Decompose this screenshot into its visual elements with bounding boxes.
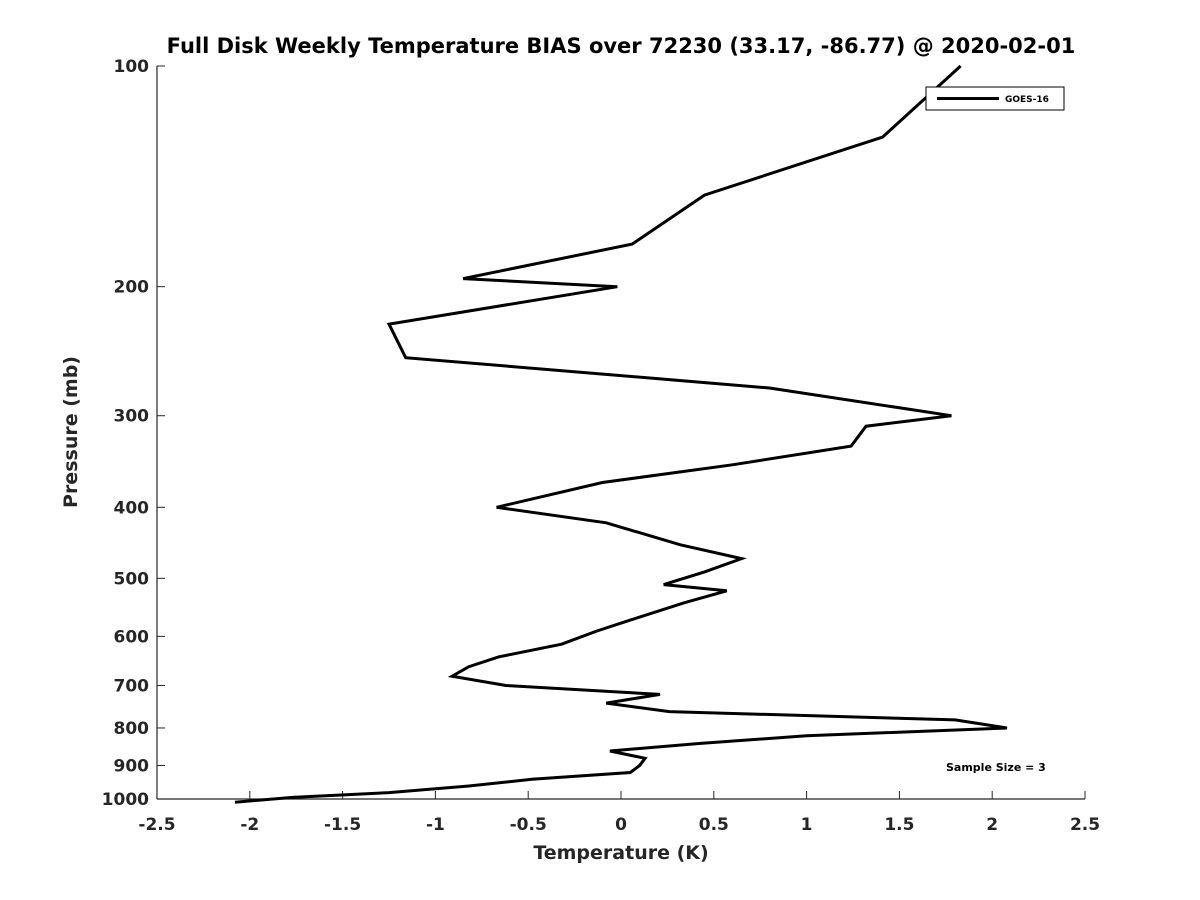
x-tick-label: 0 xyxy=(615,815,627,835)
x-tick-label: -1.5 xyxy=(324,815,361,835)
y-tick-label: 300 xyxy=(114,407,150,427)
legend: GOES-16 xyxy=(925,86,1065,111)
y-tick-label: 600 xyxy=(114,627,150,647)
y-tick-label: 100 xyxy=(114,57,150,77)
y-tick-label: 700 xyxy=(114,676,150,696)
x-axis-label: Temperature (K) xyxy=(533,842,708,864)
ticks: -2.5 -2 -1.5 -1 -0.5 0 0.5 1 1.5 2 2.5 100 200 300 400… xyxy=(102,57,1100,835)
x-tick-label: 1.5 xyxy=(884,815,914,835)
x-tick-label: -2 xyxy=(240,815,259,835)
y-tick-label: 800 xyxy=(114,719,150,739)
y-tick-label: 200 xyxy=(114,278,150,298)
x-tick-label: 1 xyxy=(801,815,813,835)
y-axis-label: Pressure (mb) xyxy=(60,356,82,508)
y-tick-label: 500 xyxy=(114,569,150,589)
x-tick-label: 0.5 xyxy=(699,815,729,835)
sample-size-annotation: Sample Size = 3 xyxy=(946,761,1046,774)
chart-title: Full Disk Weekly Temperature BIAS over 7… xyxy=(167,34,1076,58)
x-tick-label: -2.5 xyxy=(138,815,175,835)
x-tick-label: 2.5 xyxy=(1070,815,1100,835)
x-tick-label: 2 xyxy=(986,815,998,835)
x-tick-label: -1 xyxy=(426,815,445,835)
y-tick-label: 1000 xyxy=(102,790,149,810)
series-line-goes-16 xyxy=(234,64,1008,804)
y-tick-label: 400 xyxy=(114,498,150,518)
y-tick-label: 900 xyxy=(114,756,150,776)
x-tick-label: -0.5 xyxy=(510,815,547,835)
legend-label-goes-16: GOES-16 xyxy=(1005,95,1049,105)
